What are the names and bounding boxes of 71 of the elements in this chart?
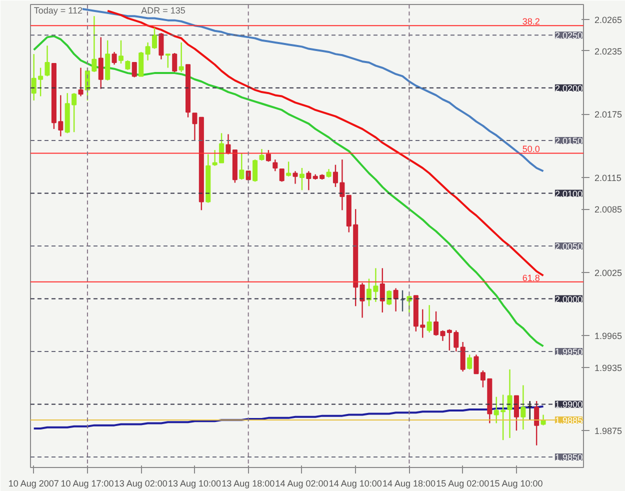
ref-line-label: 2.0200 — [554, 83, 583, 94]
candlestick — [507, 368, 512, 439]
y-tick-label: 2.0025 — [594, 268, 622, 278]
annotation: 38.2 — [522, 16, 540, 27]
ref-line-label: 2.0000 — [554, 294, 583, 304]
candlestick — [138, 51, 144, 77]
x-tick-label: 10 Aug 2007 — [8, 478, 59, 488]
ref-line-label: 2.0050 — [554, 242, 583, 252]
candlestick — [239, 152, 244, 180]
y-tick-label: 2.0265 — [594, 14, 622, 25]
candlestick — [98, 36, 104, 90]
ref-line-label: 1.9885 — [554, 416, 583, 426]
ref-line-label: 2.0250 — [554, 30, 583, 41]
y-tick-label: 2.0115 — [594, 172, 622, 183]
x-tick-label: 15 Aug 10:00 — [490, 478, 543, 488]
candlestick — [44, 45, 50, 77]
candlestick — [272, 158, 278, 172]
ref-line-label: 2.0100 — [554, 188, 583, 199]
candlestick — [192, 112, 198, 142]
candlestick — [118, 40, 124, 64]
x-tick-label: 14 Aug 18:00 — [382, 478, 436, 488]
candlestick — [386, 290, 392, 306]
candlestick — [279, 168, 284, 182]
candlestick — [520, 384, 526, 430]
candlestick — [125, 60, 130, 70]
candlestick — [454, 330, 459, 352]
annotation: 61.8 — [522, 272, 540, 283]
candlestick — [306, 170, 312, 191]
candlestick — [178, 42, 184, 73]
candlestick — [446, 328, 452, 352]
candlestick — [380, 268, 385, 314]
y-tick-label: 2.0175 — [594, 110, 622, 120]
x-tick-label: 14 Aug 10:00 — [328, 478, 382, 488]
candlestick — [78, 67, 84, 97]
candlestick — [426, 304, 432, 334]
x-tick-label: 15 Aug 02:00 — [436, 478, 490, 488]
ref-line-label: 1.9850 — [554, 452, 583, 462]
candlestick — [165, 53, 170, 68]
candlestick — [266, 149, 271, 162]
candlestick — [158, 32, 164, 60]
candlestick — [360, 282, 365, 318]
candlestick — [534, 400, 540, 446]
x-tick-label: 13 Aug 18:00 — [222, 478, 275, 488]
x-tick-label: 10 Aug 17:00 — [60, 478, 114, 488]
candlestick — [132, 62, 137, 78]
ref-line-label: 1.9900 — [554, 400, 583, 410]
annotation: ADR = 135 — [141, 6, 186, 16]
y-tick-label: 2.0235 — [594, 46, 622, 56]
candlestick — [259, 148, 264, 162]
candlestick — [172, 52, 178, 73]
candlestick — [112, 51, 117, 66]
y-tick-label: 2.0085 — [594, 204, 622, 215]
candlestick — [467, 354, 472, 370]
candlestick — [393, 288, 398, 312]
y-tick-label: 1.9935 — [594, 362, 622, 373]
candlestick — [460, 341, 466, 372]
candlestick — [286, 161, 292, 178]
candlestick — [514, 395, 519, 432]
ref-line-label: 1.9950 — [554, 346, 583, 357]
y-tick-label: 1.9965 — [594, 331, 622, 342]
candlestick — [252, 158, 258, 182]
annotation: Today = 112 — [34, 6, 82, 16]
ref-line-label: 2.0150 — [554, 136, 583, 146]
candlestick — [292, 170, 298, 184]
x-tick-label: 14 Aug 02:00 — [275, 478, 328, 488]
x-tick-label: 13 Aug 10:00 — [168, 478, 222, 488]
annotation: 50.0 — [522, 144, 540, 154]
y-tick-label: 1.9875 — [594, 426, 622, 436]
line-series — [32, 35, 544, 348]
x-tick-label: 13 Aug 02:00 — [114, 478, 168, 488]
candlestick — [299, 167, 304, 191]
